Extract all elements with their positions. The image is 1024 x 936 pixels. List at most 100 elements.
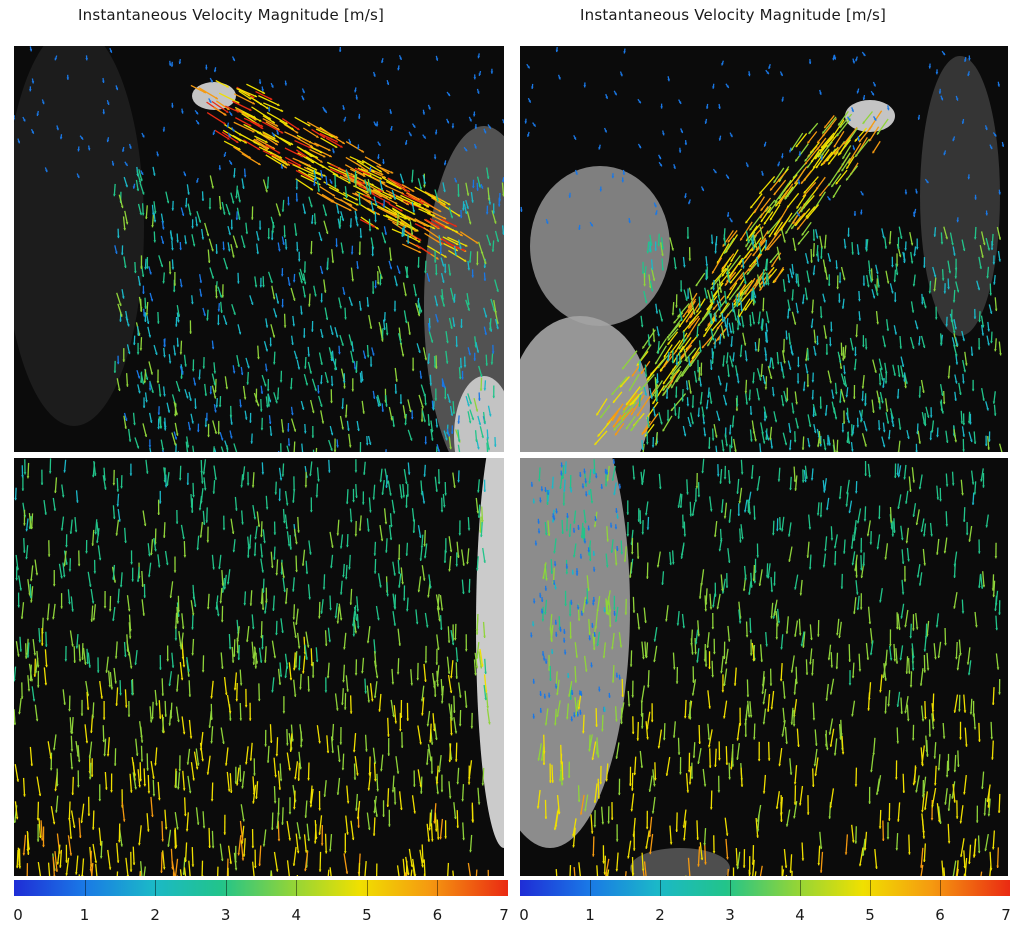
velocity-vector <box>897 494 902 510</box>
velocity-vector <box>640 315 644 328</box>
velocity-vector <box>640 685 645 704</box>
velocity-vector <box>764 350 768 362</box>
velocity-vector <box>160 852 163 874</box>
velocity-vector <box>226 694 232 714</box>
velocity-vector <box>547 520 551 537</box>
velocity-vector <box>614 549 618 566</box>
velocity-vector <box>755 817 759 838</box>
velocity-vector <box>50 806 56 825</box>
velocity-vector <box>326 662 330 679</box>
velocity-vector <box>307 361 312 374</box>
velocity-vector <box>989 283 992 296</box>
velocity-vector <box>699 377 703 387</box>
velocity-vector <box>423 543 428 559</box>
velocity-vector <box>455 336 459 348</box>
velocity-vector <box>370 201 375 212</box>
velocity-vector <box>746 262 758 276</box>
velocity-vector <box>739 344 743 358</box>
velocity-vector <box>261 635 264 650</box>
velocity-vector <box>980 871 983 876</box>
velocity-vector <box>405 872 407 876</box>
velocity-vector <box>366 518 370 532</box>
velocity-vector <box>888 645 893 661</box>
velocity-vector <box>182 770 186 791</box>
velocity-vector <box>654 383 658 398</box>
velocity-vector <box>206 309 209 321</box>
velocity-vector <box>534 540 538 546</box>
velocity-vector <box>704 650 708 667</box>
velocity-vector <box>794 143 809 162</box>
velocity-vector <box>354 167 371 176</box>
velocity-vector <box>358 515 362 532</box>
velocity-vector <box>920 293 924 305</box>
velocity-vector <box>175 316 178 327</box>
velocity-vector <box>136 342 140 355</box>
velocity-vector <box>698 296 702 309</box>
velocity-vector <box>865 642 870 661</box>
velocity-vector <box>889 629 892 647</box>
velocity-vector <box>417 178 423 190</box>
velocity-vector <box>80 699 84 716</box>
velocity-vector <box>446 656 451 674</box>
velocity-vector <box>972 700 975 717</box>
velocity-vector <box>978 574 982 589</box>
velocity-vector <box>887 802 891 821</box>
velocity-vector <box>290 287 296 301</box>
velocity-vector <box>18 848 22 869</box>
velocity-vector <box>44 167 48 173</box>
velocity-vector <box>429 217 447 230</box>
velocity-vector <box>43 667 48 686</box>
velocity-vector <box>273 757 277 778</box>
velocity-vector <box>52 856 56 876</box>
velocity-vector <box>773 599 778 617</box>
velocity-vector <box>233 121 255 133</box>
velocity-vector <box>611 173 615 179</box>
velocity-vector <box>749 617 752 634</box>
velocity-vector <box>895 760 898 780</box>
velocity-vector <box>423 464 426 477</box>
velocity-vector <box>324 677 328 693</box>
velocity-vector <box>290 335 294 346</box>
velocity-vector <box>707 723 711 741</box>
velocity-vector <box>311 426 315 438</box>
velocity-vector <box>422 347 428 361</box>
velocity-vector <box>86 691 90 710</box>
velocity-vector <box>114 641 118 659</box>
velocity-vector <box>483 307 488 318</box>
velocity-vector <box>175 380 181 392</box>
velocity-vector <box>116 477 120 492</box>
velocity-vector <box>646 241 650 254</box>
velocity-vector <box>562 637 566 643</box>
velocity-vector <box>234 845 238 864</box>
velocity-vector <box>191 359 195 372</box>
velocity-vector <box>435 264 438 276</box>
velocity-vector <box>448 743 452 763</box>
velocity-vector <box>729 132 733 138</box>
velocity-vector <box>800 194 813 213</box>
velocity-vector <box>203 477 207 491</box>
velocity-vector <box>141 570 144 588</box>
velocity-vector <box>709 313 713 325</box>
velocity-vector <box>235 767 240 786</box>
velocity-vector <box>188 719 193 739</box>
velocity-vector <box>412 865 416 876</box>
velocity-vector <box>872 140 881 154</box>
velocity-vector <box>774 183 790 204</box>
velocity-vector <box>570 599 573 605</box>
velocity-vector <box>467 393 472 405</box>
velocity-vector <box>235 211 239 221</box>
velocity-vector <box>243 139 261 151</box>
velocity-vector <box>192 584 196 600</box>
velocity-vector <box>297 655 301 671</box>
velocity-vector <box>710 359 713 371</box>
velocity-vector <box>476 556 479 571</box>
velocity-vector <box>830 526 834 541</box>
velocity-vector <box>121 289 125 299</box>
velocity-vector <box>682 809 687 828</box>
velocity-vector <box>818 183 830 197</box>
velocity-vector <box>364 734 368 752</box>
velocity-vector <box>89 850 93 872</box>
velocity-vector <box>424 393 427 406</box>
velocity-vector <box>176 337 180 348</box>
velocity-vector <box>186 184 190 195</box>
